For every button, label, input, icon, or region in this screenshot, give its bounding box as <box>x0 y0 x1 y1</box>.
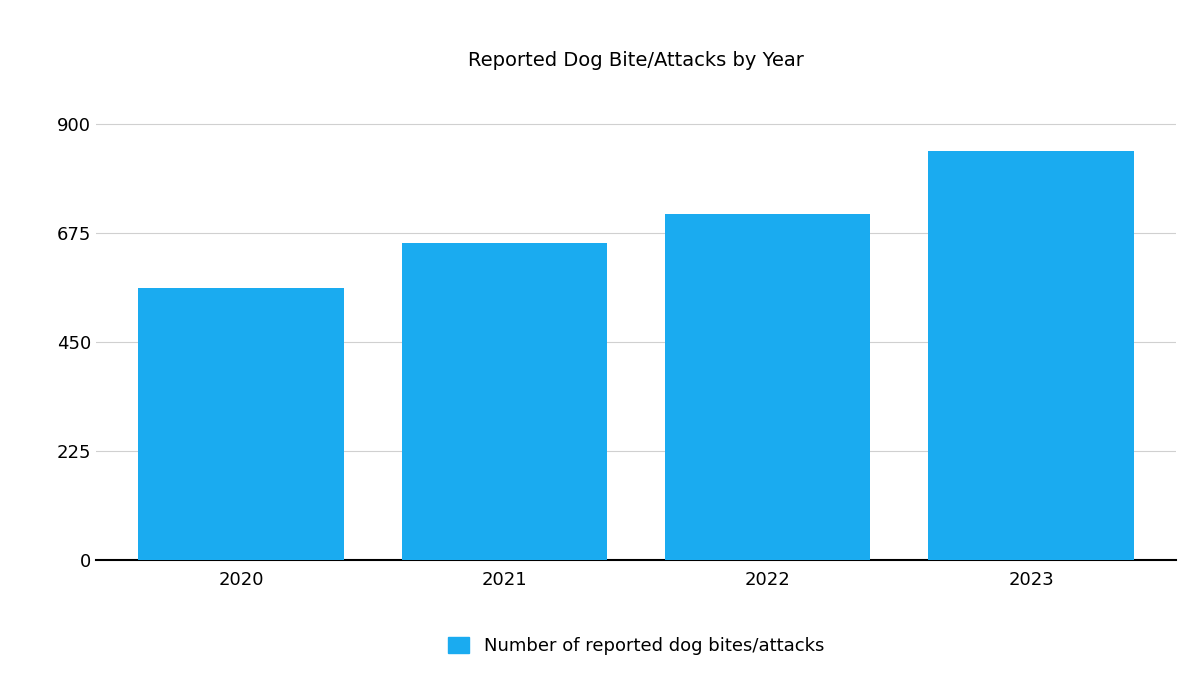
Bar <box>402 243 607 560</box>
Legend: Number of reported dog bites/attacks: Number of reported dog bites/attacks <box>448 637 824 655</box>
Bar <box>138 288 343 560</box>
Title: Reported Dog Bite/Attacks by Year: Reported Dog Bite/Attacks by Year <box>468 51 804 70</box>
Bar <box>929 151 1134 560</box>
Bar <box>665 214 870 560</box>
